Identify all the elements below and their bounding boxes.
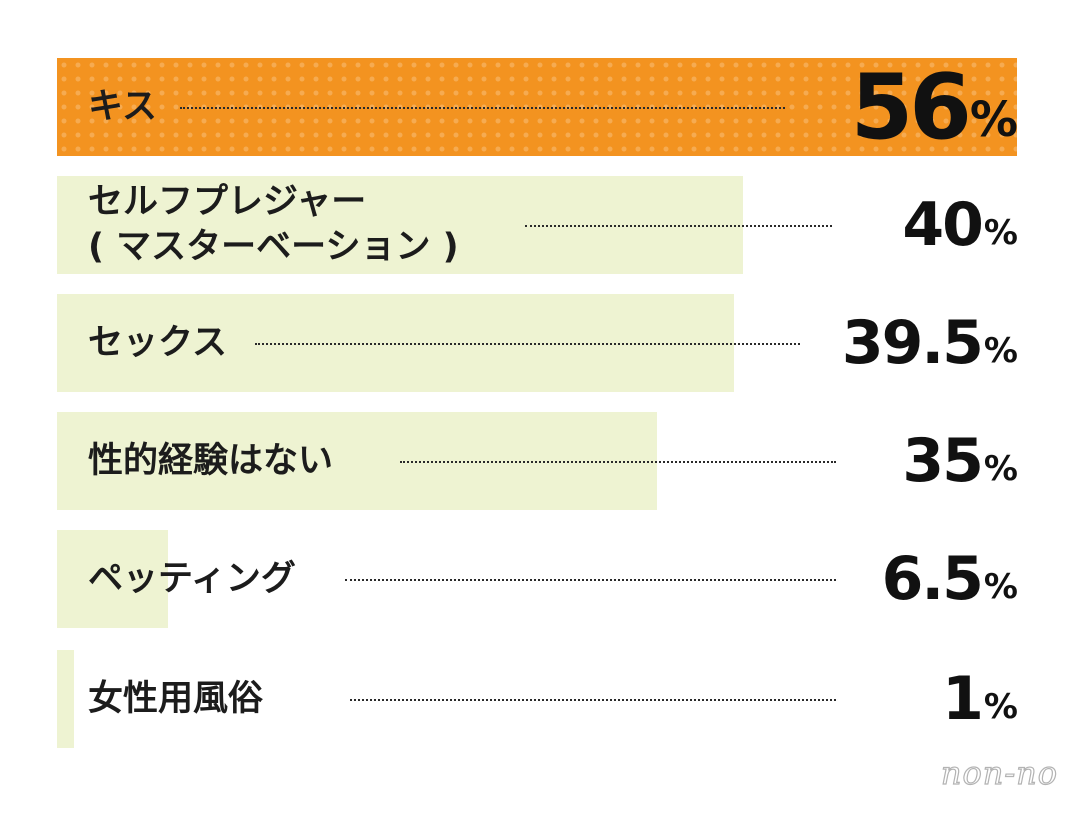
leader-dots: [400, 461, 836, 463]
value-number: 39.5: [841, 308, 984, 378]
value-number: 1: [942, 664, 984, 734]
non-no-logo: non-no: [940, 753, 1058, 792]
category-label: セルフプレジャー( マスターベーション ): [88, 182, 459, 267]
category-label: ペッティング: [88, 558, 296, 599]
value-number: 40: [902, 190, 983, 260]
leader-dots: [180, 107, 785, 109]
percent-sign: %: [983, 213, 1018, 253]
category-label: 性的経験はない: [88, 440, 334, 481]
leader-dots: [255, 343, 800, 345]
value-label: 1%: [942, 650, 1018, 748]
chart-row: セルフプレジャー( マスターベーション ) 40%: [0, 176, 1080, 274]
chart-row: 女性用風俗 1%: [0, 650, 1080, 748]
value-label: 56%: [851, 55, 1018, 160]
bar: [57, 650, 75, 748]
leader-dots: [525, 225, 832, 227]
value-number: 35: [902, 426, 983, 496]
percent-sign: %: [983, 567, 1018, 607]
chart-row: キス 56%: [0, 55, 1080, 160]
percent-sign: %: [983, 449, 1018, 489]
value-number: 6.5: [881, 544, 984, 614]
chart-row: ペッティング 6.5%: [0, 530, 1080, 628]
leader-dots: [345, 579, 836, 581]
value-label: 39.5%: [842, 294, 1018, 392]
percent-sign: %: [969, 92, 1018, 148]
value-label: 35%: [902, 412, 1018, 510]
percent-sign: %: [983, 687, 1018, 727]
chart-row: 性的経験はない 35%: [0, 412, 1080, 510]
value-label: 40%: [902, 176, 1018, 274]
leader-dots: [350, 699, 836, 701]
percent-sign: %: [983, 331, 1018, 371]
bar: [57, 530, 169, 628]
value-label: 6.5%: [882, 530, 1018, 628]
category-label: セックス: [88, 322, 227, 363]
category-label: キス: [88, 86, 157, 127]
category-label: 女性用風俗: [88, 678, 264, 719]
value-number: 56: [850, 54, 972, 160]
chart-row: セックス 39.5%: [0, 294, 1080, 392]
